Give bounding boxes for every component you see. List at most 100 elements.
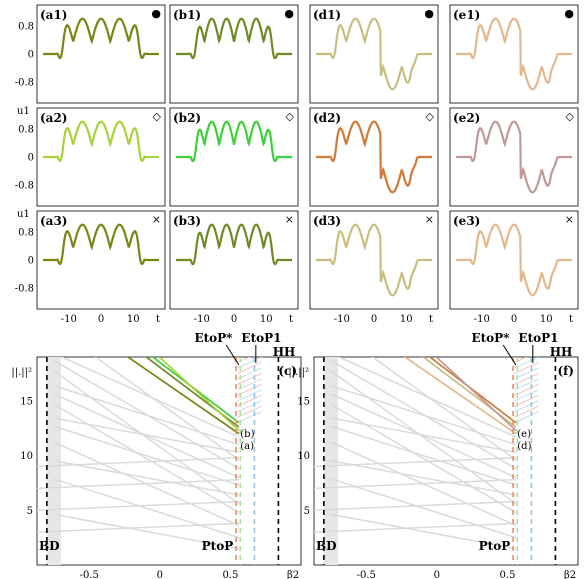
x-axis-label: t bbox=[429, 314, 433, 325]
panel-frame bbox=[309, 107, 439, 207]
grey-branch bbox=[53, 459, 240, 496]
colored-branch bbox=[514, 411, 539, 424]
colored-branch bbox=[237, 378, 262, 391]
etop-1-label: EtoP1 bbox=[518, 331, 558, 345]
panel-label: (c) bbox=[278, 364, 297, 378]
panel-label: (f) bbox=[557, 364, 574, 378]
profile-panel-a2: (a2) ◇ 0.8 0 -0.8 u1 bbox=[15, 106, 166, 207]
profile-curve bbox=[456, 120, 572, 194]
panel-frame bbox=[309, 4, 439, 104]
profile-panel-e3: (e3) × -10 0 10 t bbox=[449, 210, 579, 325]
grey-branch bbox=[53, 478, 240, 539]
panel-label: (e3) bbox=[453, 214, 480, 228]
y-tick-label: 0.8 bbox=[18, 227, 34, 238]
y-tick-label: 5 bbox=[304, 506, 310, 517]
branch-label: (a) bbox=[240, 441, 254, 452]
profile-panel-b3: (b3) × -10 0 10 t bbox=[169, 210, 299, 325]
y-axis-label: ||.||² bbox=[288, 367, 309, 378]
highlighted-branch bbox=[158, 357, 240, 431]
colored-branch bbox=[237, 405, 262, 418]
panel-frame bbox=[36, 107, 166, 207]
marker-symbol: ◇ bbox=[566, 110, 575, 123]
colored-branch bbox=[237, 394, 262, 407]
x-axis-label: β2 bbox=[564, 570, 576, 579]
x-axis-label: t bbox=[289, 314, 293, 325]
grey-branch bbox=[94, 357, 240, 461]
profile-curve bbox=[316, 223, 432, 297]
grey-branch bbox=[330, 513, 517, 550]
highlighted-branch bbox=[126, 357, 240, 435]
panel-label: (e1) bbox=[453, 8, 480, 22]
panel-label: (a1) bbox=[40, 8, 67, 22]
panel-label: (e2) bbox=[453, 111, 480, 125]
panel-frame bbox=[309, 210, 439, 310]
y-tick-label: 10 bbox=[20, 451, 33, 462]
highlighted-branch bbox=[403, 357, 517, 435]
x-tick-label: 10 bbox=[127, 314, 140, 325]
grey-branch bbox=[314, 456, 516, 468]
marker-symbol: ◇ bbox=[153, 110, 162, 123]
grey-branch bbox=[371, 357, 517, 461]
colored-branch bbox=[514, 400, 539, 413]
x-tick-label: 0.5 bbox=[499, 570, 515, 579]
grey-branch bbox=[330, 459, 517, 496]
colored-branch bbox=[237, 357, 251, 363]
profile-curve bbox=[43, 223, 159, 266]
panel-label: (d2) bbox=[313, 111, 341, 125]
panel-frame bbox=[36, 210, 166, 310]
grey-branch bbox=[37, 456, 239, 468]
marker-symbol: × bbox=[152, 213, 161, 226]
panel-label: (a3) bbox=[40, 214, 67, 228]
hh-label: HH bbox=[550, 345, 573, 359]
x-tick-label: 0 bbox=[98, 314, 104, 325]
marker-symbol: ● bbox=[151, 7, 161, 20]
plot-frame bbox=[313, 356, 579, 566]
marker-symbol: × bbox=[565, 213, 574, 226]
y-tick-label: 15 bbox=[297, 396, 310, 407]
x-tick-label: -0.5 bbox=[80, 570, 99, 579]
branch-curves bbox=[314, 357, 539, 565]
y-tick-label: -0.8 bbox=[15, 181, 34, 192]
bd-label: BD bbox=[316, 539, 337, 553]
profile-panels-grid: (a1) ● 0.8 0 -0.8 (a2) ◇ 0.8 0 -0.8 u1 (a3) × 0.8 0 -0.… bbox=[15, 4, 579, 325]
grey-branch bbox=[60, 357, 240, 438]
profile-panel-b2: (b2) ◇ bbox=[169, 107, 299, 207]
grey-branch bbox=[330, 417, 517, 453]
ptop-label: PtoP bbox=[479, 539, 511, 553]
profile-panel-d1: (d1) ● bbox=[309, 4, 439, 104]
bd-label: BD bbox=[39, 539, 60, 553]
y-tick-label: 0 bbox=[28, 153, 34, 164]
y-axis-label: u1 bbox=[17, 106, 30, 117]
branch-label: (d) bbox=[517, 441, 531, 452]
colored-branch bbox=[237, 367, 262, 380]
profile-curve bbox=[43, 17, 159, 60]
x-tick-label: 0 bbox=[371, 314, 377, 325]
y-axis-label: u1 bbox=[17, 209, 30, 220]
colored-branch bbox=[237, 357, 262, 369]
x-tick-label: 10 bbox=[400, 314, 413, 325]
profile-curve bbox=[176, 17, 292, 60]
colored-branch bbox=[514, 362, 539, 374]
colored-branch bbox=[237, 400, 262, 413]
marker-symbol: ● bbox=[424, 7, 434, 20]
y-axis-label: ||.||² bbox=[11, 367, 32, 378]
hh-label: HH bbox=[273, 345, 296, 359]
colored-branch bbox=[514, 378, 539, 391]
colored-branch bbox=[237, 389, 262, 402]
grey-branch bbox=[330, 425, 517, 486]
profile-curve bbox=[316, 120, 432, 194]
colored-branch bbox=[237, 357, 239, 358]
profile-panel-e1: (e1) ● bbox=[449, 4, 579, 104]
grey-branch bbox=[314, 500, 516, 512]
y-tick-label: -0.8 bbox=[15, 78, 34, 89]
panel-frame bbox=[449, 4, 579, 104]
colored-branch bbox=[237, 383, 262, 396]
profile-panel-d3: (d3) × -10 0 10 t bbox=[309, 210, 439, 325]
panel-frame bbox=[449, 107, 579, 207]
colored-branch bbox=[237, 362, 262, 374]
profile-panel-a3: (a3) × 0.8 0 -0.8 u1 -10 0 10 t bbox=[15, 209, 166, 325]
panel-frame bbox=[36, 4, 166, 104]
x-tick-label: 0 bbox=[231, 314, 237, 325]
